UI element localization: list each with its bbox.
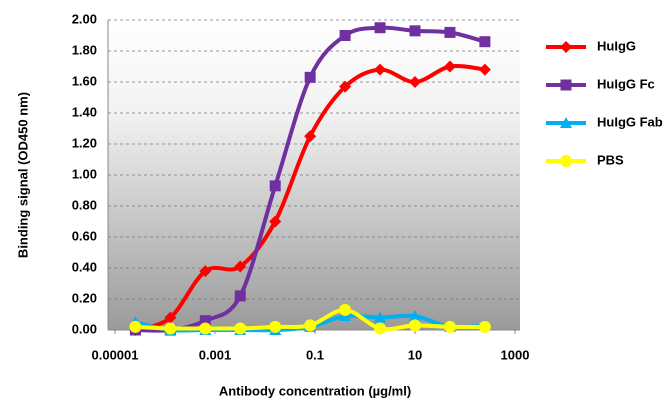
- marker: [199, 315, 211, 327]
- y-tick-label: 2.00: [72, 11, 97, 26]
- x-axis-title: Antibody concentration (µg/ml): [219, 383, 411, 398]
- marker: [560, 117, 572, 128]
- marker: [129, 320, 142, 333]
- legend-label: PBS: [597, 152, 624, 167]
- marker: [409, 310, 421, 322]
- marker: [478, 320, 491, 333]
- marker: [339, 80, 352, 93]
- x-tick-label: 0.1: [306, 347, 324, 362]
- x-tick-label: 0.00001: [92, 347, 139, 362]
- marker: [269, 180, 281, 192]
- marker: [409, 319, 421, 332]
- marker: [199, 265, 212, 278]
- marker: [374, 22, 386, 34]
- x-tick-label: 1000: [501, 347, 530, 362]
- y-tick-label: 0.20: [72, 290, 97, 305]
- legend-label: HuIgG Fab: [597, 114, 663, 129]
- marker: [164, 322, 177, 335]
- marker: [234, 290, 246, 302]
- marker: [339, 30, 351, 41]
- y-tick-label: 1.60: [72, 73, 97, 88]
- marker: [164, 311, 177, 324]
- marker: [234, 322, 247, 335]
- marker: [443, 320, 456, 333]
- marker: [444, 26, 456, 38]
- marker: [234, 260, 247, 273]
- marker: [560, 155, 572, 167]
- y-tick-label: 1.20: [72, 135, 97, 150]
- marker: [560, 41, 572, 53]
- series-line: [135, 25, 486, 333]
- marker: [374, 311, 387, 323]
- marker: [199, 322, 212, 335]
- legend-label: HuIgG: [597, 38, 636, 53]
- y-axis-title: Binding signal (OD450 nm): [15, 92, 30, 258]
- marker: [478, 63, 491, 76]
- marker: [374, 322, 387, 335]
- marker: [374, 63, 387, 76]
- marker: [269, 215, 282, 228]
- y-tick-label: 0.60: [72, 228, 97, 243]
- y-tick-label: 1.40: [72, 104, 97, 119]
- marker: [479, 36, 491, 48]
- y-tick-label: 0.80: [72, 197, 97, 212]
- y-tick-label: 1.80: [72, 42, 97, 57]
- marker: [560, 79, 572, 91]
- marker: [304, 319, 317, 332]
- y-tick-label: 0.40: [72, 259, 97, 274]
- legend-label: HuIgG Fc: [597, 76, 655, 91]
- marker: [339, 303, 352, 316]
- marker: [443, 60, 456, 73]
- y-tick-label: 1.00: [72, 166, 97, 181]
- x-tick-label: 0.001: [199, 347, 232, 362]
- marker: [269, 320, 282, 333]
- y-tick-label: 0.00: [72, 321, 97, 336]
- x-tick-label: 10: [408, 347, 422, 362]
- marker: [304, 71, 316, 83]
- marker: [409, 25, 421, 37]
- marker: [304, 130, 317, 143]
- marker: [409, 76, 421, 88]
